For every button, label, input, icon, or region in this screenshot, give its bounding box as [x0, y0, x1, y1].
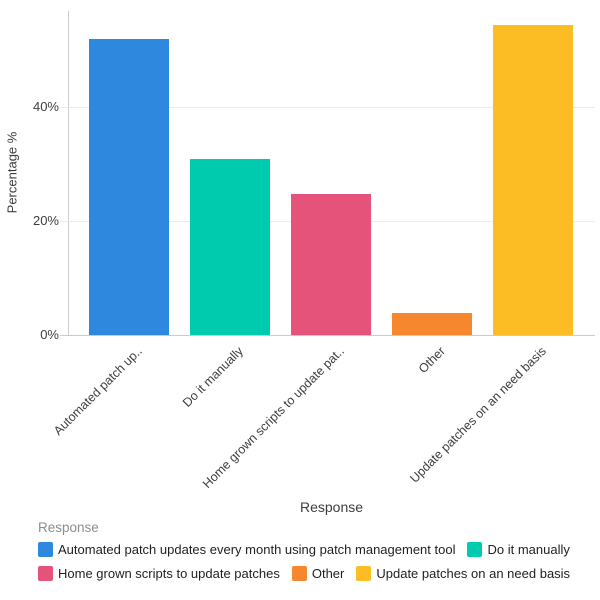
y-tick-label: 40%: [32, 99, 59, 114]
legend-item-label: Do it manually: [487, 542, 570, 557]
gridline: [60, 107, 595, 108]
legend-item-label: Home grown scripts to update patches: [58, 566, 280, 581]
legend-item-label: Update patches on an need basis: [376, 566, 571, 581]
legend-item-5[interactable]: Update patches on an need basis: [356, 566, 570, 581]
x-tick-label: Home grown scripts to update pat..: [199, 344, 347, 491]
legend-item-1[interactable]: Automated patch updates every month usin…: [38, 542, 455, 557]
legend-title: Response: [38, 520, 99, 535]
legend-item-label: Automated patch updates every month usin…: [58, 542, 456, 557]
bar-3[interactable]: [291, 194, 371, 335]
legend-swatch-icon: [38, 542, 53, 557]
x-tick-label: Do it manually: [179, 344, 246, 410]
legend-swatch-icon: [291, 566, 307, 581]
legend: Response Automated patch updates every m…: [38, 520, 594, 581]
x-tick-label: Automated patch up..: [50, 344, 145, 438]
legend-swatch-icon: [467, 542, 483, 557]
y-tick-label: 20%: [32, 213, 59, 228]
bar-4[interactable]: [392, 313, 472, 335]
legend-item-2[interactable]: Do it manually: [467, 542, 570, 557]
y-axis-title: Percentage %: [4, 131, 20, 214]
x-axis-baseline: [60, 335, 595, 336]
legend-item-3[interactable]: Home grown scripts to update patches: [38, 566, 280, 581]
legend-item-4[interactable]: Other: [291, 566, 345, 581]
x-tick-label: Other: [415, 344, 448, 377]
x-tick-label: Update patches on an need basis: [407, 344, 549, 486]
y-axis-line: [68, 11, 69, 335]
bar-5[interactable]: [493, 25, 573, 335]
legend-item-label: Other: [311, 566, 345, 581]
bar-2[interactable]: [190, 159, 270, 335]
x-axis-title: Response: [299, 499, 364, 515]
legend-items: Automated patch updates every month usin…: [38, 542, 594, 581]
legend-swatch-icon: [38, 566, 53, 581]
bar-1[interactable]: [89, 39, 169, 335]
legend-swatch-icon: [356, 566, 372, 581]
y-tick-label: 0%: [40, 327, 59, 342]
